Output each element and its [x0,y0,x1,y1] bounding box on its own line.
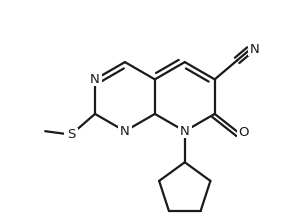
Text: S: S [67,128,75,141]
Bar [118,125,132,138]
Bar [88,73,102,86]
Bar [237,126,251,139]
Bar [64,128,78,141]
Text: N: N [120,125,130,138]
Bar [247,43,261,56]
Text: O: O [238,126,249,139]
Text: N: N [180,125,190,138]
Bar [178,125,192,138]
Text: N: N [250,43,259,56]
Text: N: N [90,73,100,86]
